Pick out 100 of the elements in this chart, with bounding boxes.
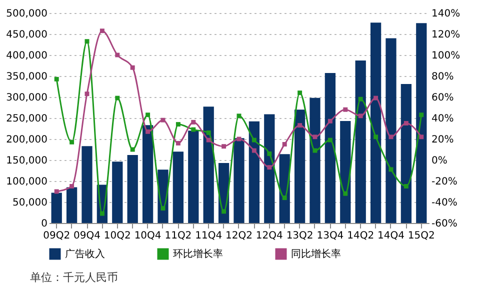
bar bbox=[172, 152, 184, 223]
y-tick-label: 400,000 bbox=[6, 50, 48, 62]
point bbox=[388, 167, 394, 172]
bar bbox=[264, 114, 275, 223]
point bbox=[191, 127, 196, 132]
x-tick-label: 15Q2 bbox=[408, 230, 435, 242]
x-tick-label: 10Q4 bbox=[134, 230, 162, 242]
point bbox=[70, 140, 74, 144]
legend-label: 同比增长率 bbox=[291, 248, 341, 260]
point bbox=[419, 134, 424, 140]
point bbox=[358, 114, 363, 118]
point bbox=[267, 165, 272, 170]
point bbox=[176, 140, 180, 146]
bar bbox=[51, 192, 62, 223]
point bbox=[312, 148, 318, 153]
point bbox=[236, 114, 242, 118]
y-tick-label: 200,000 bbox=[6, 134, 48, 146]
x-tick-label: 13Q4 bbox=[316, 230, 344, 242]
point bbox=[419, 112, 424, 118]
point bbox=[252, 148, 256, 153]
x-tick-label: 10Q2 bbox=[104, 230, 131, 242]
point bbox=[282, 142, 287, 146]
bar bbox=[188, 130, 199, 223]
point bbox=[282, 196, 287, 200]
y2-tick-label: 140% bbox=[432, 8, 460, 20]
point bbox=[84, 39, 90, 44]
point bbox=[84, 92, 90, 96]
x-tick-label: 09Q4 bbox=[74, 230, 100, 242]
bar bbox=[400, 84, 412, 223]
point bbox=[298, 123, 302, 128]
point bbox=[222, 209, 226, 214]
y-tick-label: 100,000 bbox=[6, 176, 48, 188]
point bbox=[252, 138, 256, 142]
point bbox=[312, 134, 318, 140]
point bbox=[298, 90, 302, 96]
y2-tick-label: 60% bbox=[432, 92, 454, 104]
y-tick-label: 0 bbox=[41, 218, 48, 230]
point bbox=[115, 52, 120, 58]
point bbox=[146, 129, 150, 134]
point bbox=[130, 65, 135, 70]
point bbox=[160, 118, 166, 122]
point bbox=[328, 138, 332, 142]
point bbox=[404, 121, 408, 126]
bar bbox=[248, 121, 260, 223]
point bbox=[222, 144, 226, 149]
point bbox=[130, 147, 135, 152]
y2-tick-label: 20% bbox=[432, 134, 454, 146]
x-tick-label: 13Q2 bbox=[286, 230, 314, 242]
y-tick-label: 450,000 bbox=[6, 30, 48, 40]
point bbox=[54, 189, 59, 194]
bar bbox=[142, 125, 154, 223]
y-tick-label: 500,000 bbox=[6, 8, 48, 20]
bar bbox=[340, 120, 351, 223]
legend-label: 环比增长率 bbox=[173, 248, 223, 260]
point bbox=[160, 206, 166, 211]
bar bbox=[370, 22, 382, 223]
point bbox=[328, 118, 332, 124]
point bbox=[374, 96, 378, 100]
y-tick-label: 300,000 bbox=[6, 92, 48, 104]
x-tick-label: 14Q4 bbox=[378, 230, 404, 242]
x-tick-label: 11Q2 bbox=[164, 230, 192, 242]
point bbox=[358, 96, 363, 102]
point bbox=[146, 112, 150, 118]
bar bbox=[82, 146, 92, 223]
point bbox=[206, 138, 211, 142]
point bbox=[70, 184, 74, 188]
legend-label: 广告收入 bbox=[65, 248, 105, 260]
y-tick-label: 350,000 bbox=[6, 72, 48, 82]
x-tick-label: 14Q2 bbox=[347, 230, 374, 242]
y2-tick-label: 0% bbox=[432, 156, 448, 166]
point bbox=[176, 122, 180, 127]
bar bbox=[386, 38, 396, 223]
y2-tick-label: -60% bbox=[432, 218, 458, 230]
y2-tick-label: 100% bbox=[432, 50, 460, 62]
point bbox=[343, 107, 348, 112]
point bbox=[100, 211, 104, 216]
point bbox=[388, 134, 394, 140]
point bbox=[206, 130, 211, 135]
x-tick-label: 11Q4 bbox=[195, 230, 222, 242]
y2-tick-label: 80% bbox=[432, 72, 454, 82]
y-tick-label: 50,000 bbox=[12, 198, 48, 208]
bar bbox=[310, 98, 320, 223]
bar bbox=[112, 162, 123, 223]
bar bbox=[66, 187, 78, 223]
point bbox=[404, 184, 408, 188]
bar bbox=[416, 23, 427, 223]
y2-tick-label: 120% bbox=[432, 30, 460, 40]
y2-tick-label: 40% bbox=[432, 114, 454, 124]
y-tick-label: 150,000 bbox=[6, 156, 48, 166]
bar bbox=[324, 73, 336, 223]
point bbox=[343, 191, 348, 196]
bar bbox=[127, 154, 138, 223]
x-tick-label: 09Q2 bbox=[43, 230, 70, 242]
point bbox=[374, 134, 378, 140]
x-tick-label: 12Q4 bbox=[256, 230, 283, 242]
bar bbox=[234, 138, 244, 223]
point bbox=[267, 151, 272, 156]
point bbox=[100, 28, 104, 34]
point bbox=[54, 76, 59, 82]
y2-tick-label: -20% bbox=[432, 176, 458, 188]
